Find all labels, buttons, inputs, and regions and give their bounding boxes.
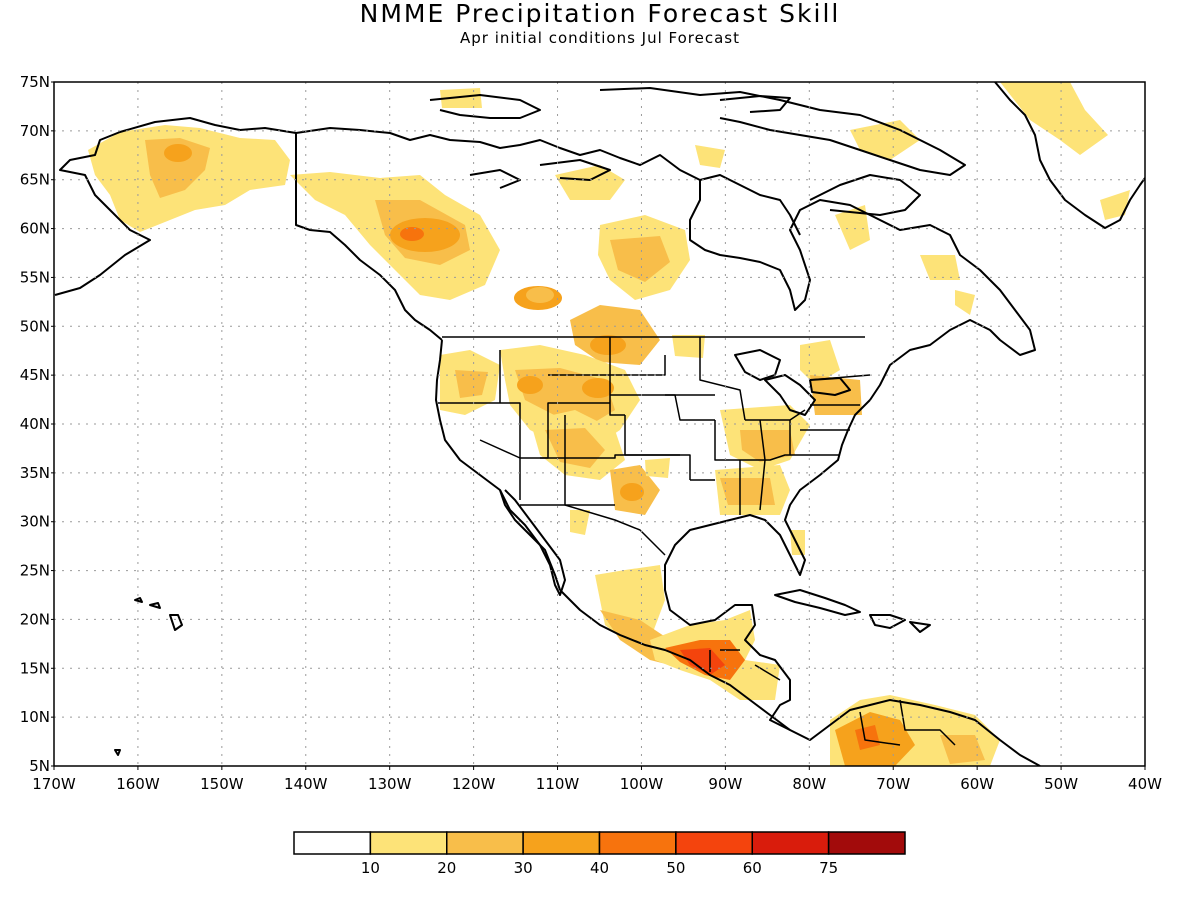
longitude-label: 100W <box>620 775 664 793</box>
latitude-label: 35N <box>20 464 50 482</box>
latitude-label: 45N <box>20 366 50 384</box>
coastlines <box>54 82 1145 766</box>
arctic-island-3 <box>719 95 791 113</box>
arctic-island-4 <box>539 159 611 181</box>
longitude-label: 150W <box>200 775 244 793</box>
baja-california <box>499 489 566 596</box>
skill-region-alaska-core <box>145 138 210 198</box>
legend-label: 10 <box>361 859 380 877</box>
latitude-label: 5N <box>29 757 50 775</box>
map-gridlines <box>54 82 1145 766</box>
latitude-label: 25N <box>20 562 50 580</box>
latitude-label: 10N <box>20 708 50 726</box>
latitude-label: 70N <box>20 122 50 140</box>
legend-label: 30 <box>514 859 533 877</box>
cuba <box>774 589 861 616</box>
hudson-bay <box>699 174 801 236</box>
skill-region-hudson <box>555 165 625 200</box>
latitude-label: 30N <box>20 513 50 531</box>
legend-label: 40 <box>590 859 609 877</box>
baffin-island <box>809 174 921 216</box>
state-borders <box>438 336 871 515</box>
longitude-label: 160W <box>116 775 160 793</box>
longitude-label: 70W <box>876 775 910 793</box>
arctic-coastline <box>295 127 1036 401</box>
east-coast <box>664 399 1041 766</box>
color-legend: 10 20 30 40 50 60 75 <box>293 831 906 877</box>
longitude-label: 90W <box>708 775 742 793</box>
legend-swatch <box>751 831 830 855</box>
latitude-label: 40N <box>20 415 50 433</box>
legend-swatch <box>369 831 448 855</box>
legend-label: 60 <box>743 859 762 877</box>
legend-swatch <box>446 831 524 855</box>
longitude-label: 120W <box>452 775 496 793</box>
legend-swatch <box>675 831 753 855</box>
longitude-labels: 170W 160W 150W 140W 130W 120W 110W 100W 90W 80W 70… <box>32 766 1162 793</box>
country-borders <box>295 133 956 746</box>
longitude-label: 170W <box>32 775 76 793</box>
hawaii <box>169 614 183 631</box>
legend-label: 75 <box>819 859 838 877</box>
longitude-label: 130W <box>368 775 412 793</box>
legend-label: 50 <box>666 859 685 877</box>
latitude-label: 75N <box>20 73 50 91</box>
longitude-label: 50W <box>1044 775 1078 793</box>
arctic-island-2 <box>429 94 541 119</box>
alaska-coastline <box>54 117 297 296</box>
arctic-island-1 <box>599 87 966 176</box>
legend-swatch <box>827 831 906 855</box>
latitude-label: 50N <box>20 317 50 335</box>
skill-region-greenland <box>1000 82 1108 155</box>
legend-swatch <box>598 831 677 855</box>
greenland-coastline <box>994 82 1145 229</box>
legend-label: 20 <box>437 859 456 877</box>
legend-swatch <box>293 831 372 855</box>
latitude-label: 55N <box>20 268 50 286</box>
longitude-label: 40W <box>1128 775 1162 793</box>
arctic-island-5 <box>469 169 521 189</box>
longitude-label: 60W <box>960 775 994 793</box>
hispaniola <box>869 614 906 629</box>
longitude-label: 110W <box>536 775 580 793</box>
latitude-label: 20N <box>20 610 50 628</box>
skill-shading <box>88 82 1130 766</box>
latitude-label: 60N <box>20 220 50 238</box>
longitude-label: 80W <box>792 775 826 793</box>
latitude-labels: 75N 70N 65N 60N 55N 50N 45N 40N 35N 30N 25N 20N 15N 1… <box>20 73 54 775</box>
latitude-label: 65N <box>20 171 50 189</box>
latitude-label: 15N <box>20 659 50 677</box>
legend-swatch <box>522 831 601 855</box>
map-subtitle: Apr initial conditions Jul Forecast <box>459 29 740 47</box>
map-title: NMME Precipitation Forecast Skill <box>359 0 841 28</box>
longitude-label: 140W <box>284 775 328 793</box>
